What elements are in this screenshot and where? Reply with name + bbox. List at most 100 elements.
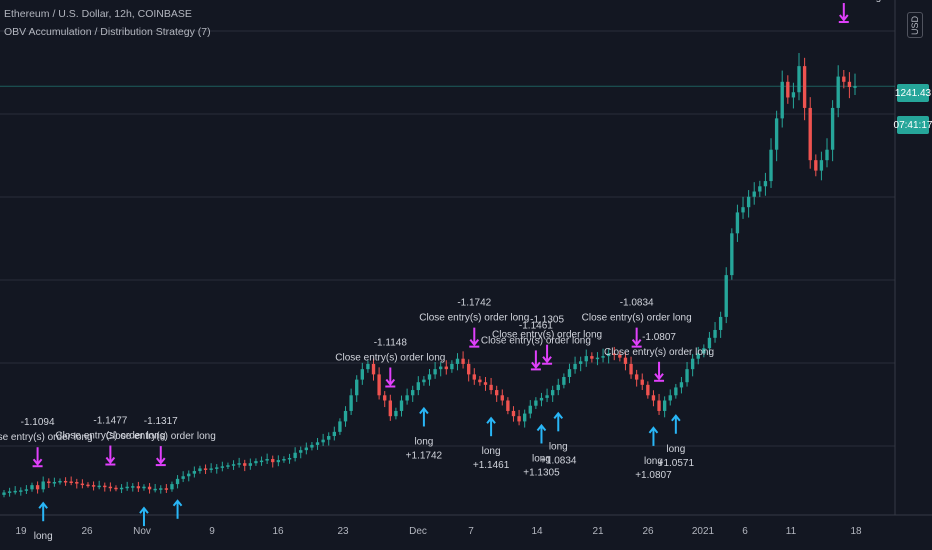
candle-body <box>455 358 460 364</box>
candle-body <box>483 382 488 385</box>
close-arrow-head <box>105 456 116 465</box>
close-arrow-head <box>385 378 396 387</box>
trade-close-value: -1.1742 <box>457 298 491 309</box>
candle-body <box>265 459 269 461</box>
candle-body <box>310 444 314 448</box>
time-axis-label: 16 <box>272 526 284 537</box>
candle-body <box>282 459 286 461</box>
candle-body <box>836 76 840 108</box>
candle-body <box>248 463 253 466</box>
trade-long-value: +1.0571 <box>658 458 695 469</box>
candle-body <box>159 488 163 490</box>
candle-body <box>584 356 588 362</box>
close-arrow-head <box>654 373 664 381</box>
candle-body <box>842 76 846 82</box>
trade-long-value: +1.1461 <box>473 460 510 471</box>
candle-body <box>142 486 146 489</box>
candle-body <box>58 480 62 483</box>
trade-close-value: -1.1461 <box>519 320 553 331</box>
candle-body <box>774 118 779 150</box>
candle-body <box>203 468 208 470</box>
candle-body <box>416 382 420 391</box>
candle-body <box>19 490 23 492</box>
candle-body <box>578 361 583 364</box>
candle-body <box>741 207 745 213</box>
candle-body <box>13 490 17 493</box>
candle-body <box>293 452 297 458</box>
long-arrow-head <box>648 426 659 434</box>
candle-body <box>52 482 57 484</box>
candle-body <box>243 463 247 466</box>
candle-body <box>86 484 90 487</box>
candle-body <box>2 492 6 495</box>
candle-body <box>147 486 152 490</box>
candle-body <box>590 356 594 359</box>
candle-body <box>506 400 510 411</box>
candle-body <box>640 379 644 385</box>
candle-body <box>198 468 202 472</box>
candle-body <box>853 86 857 88</box>
candle-body <box>444 366 448 370</box>
candle-body <box>371 363 376 375</box>
long-arrow-head <box>139 506 149 514</box>
candle-body <box>461 358 465 364</box>
candle-body <box>478 379 482 383</box>
candle-body <box>802 66 807 108</box>
candle-body <box>332 431 337 437</box>
candle-body <box>192 471 197 474</box>
candle-body <box>103 485 107 488</box>
trade-close-value: -1.1317 <box>144 416 178 427</box>
candle-body <box>360 369 364 380</box>
candle-body <box>595 357 600 360</box>
long-arrow-head <box>172 499 183 507</box>
trade-close-value: -1.1305 <box>530 315 564 326</box>
candle-body <box>791 92 796 98</box>
trade-close-label: Close entry(s) order long <box>55 431 165 442</box>
candle-body <box>489 384 493 391</box>
time-axis-label: 9 <box>209 526 215 537</box>
candle-body <box>170 484 174 490</box>
time-axis-label: 11 <box>786 526 797 537</box>
close-arrow-head <box>839 14 849 22</box>
trade-long-label: long <box>532 453 551 464</box>
trade-long-label: long <box>862 0 881 3</box>
trade-long-value: +1.0807 <box>635 470 672 481</box>
candle-body <box>226 465 230 467</box>
candle-body <box>769 149 773 182</box>
long-arrow-head <box>486 416 496 424</box>
candle-body <box>618 354 622 358</box>
candle-body <box>500 395 504 401</box>
candle-body <box>254 461 258 464</box>
trade-long-label: long <box>414 436 433 447</box>
candle-body <box>383 395 387 401</box>
candle-body <box>63 480 68 483</box>
trade-long-value: +1.1742 <box>406 450 443 461</box>
time-axis-label: 18 <box>850 526 862 537</box>
candle-body <box>271 459 275 463</box>
candle-body <box>567 369 572 377</box>
currency-button[interactable]: USD <box>907 12 923 38</box>
candle-body <box>696 353 700 359</box>
time-axis-label: 14 <box>531 526 543 537</box>
candle-body <box>679 382 684 388</box>
candle-body <box>534 400 538 406</box>
trade-close-label: Close entry(s) order long <box>335 352 445 363</box>
candle-body <box>237 463 241 465</box>
candle-body <box>327 436 331 440</box>
candle-body <box>259 460 264 463</box>
candle-body <box>366 363 370 370</box>
trade-close-value: -1.0834 <box>620 298 654 309</box>
trade-long-value: +1.0834 <box>540 455 577 466</box>
candle-body <box>164 488 169 490</box>
candle-body <box>556 384 560 391</box>
candle-body <box>175 478 180 485</box>
time-axis-label: 21 <box>592 526 604 537</box>
candle-body <box>746 196 751 208</box>
candle-body <box>601 356 605 358</box>
candle-body <box>220 466 225 468</box>
symbol-title[interactable]: Ethereum / U.S. Dollar, 12h, COINBASE <box>4 8 192 20</box>
close-arrow-head <box>155 457 166 465</box>
strategy-title[interactable]: OBV Accumulation / Distribution Strategy… <box>4 26 211 38</box>
